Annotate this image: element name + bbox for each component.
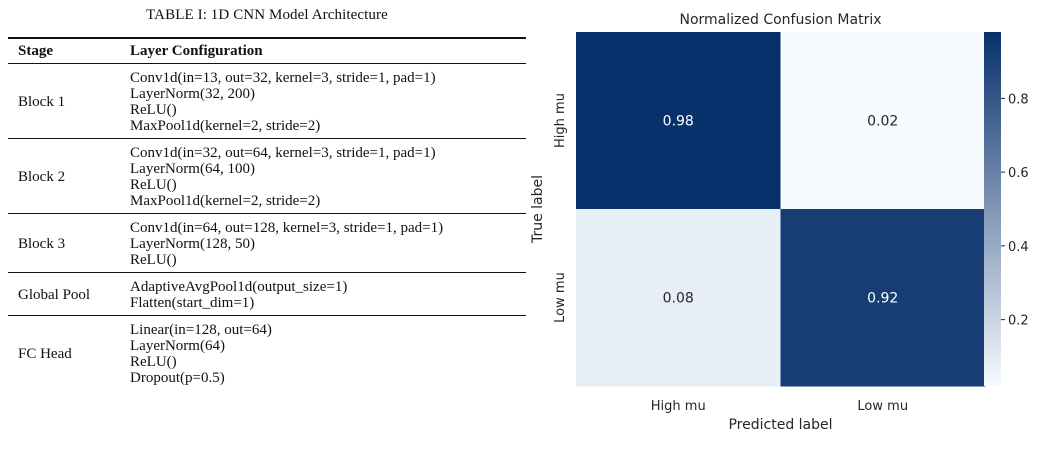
- confusion-matrix-svg: Normalized Confusion Matrix 0.98 0.02 0.08…: [530, 12, 1029, 433]
- layer-line: LayerNorm(64): [130, 338, 225, 354]
- layer-line: ReLU(): [130, 102, 177, 118]
- layer-line: Flatten(start_dim=1): [130, 295, 255, 311]
- layer-line: Linear(in=128, out=64): [130, 322, 272, 338]
- architecture-table-section: TABLE I: 1D CNN Model Architecture Stage…: [8, 0, 526, 390]
- layer-configuration-cell: Conv1d(in=32, out=64, kernel=3, stride=1…: [120, 139, 526, 214]
- x-tick-label: High mu: [651, 399, 706, 414]
- y-tick-label: Low mu: [553, 272, 568, 323]
- layer-line: Dropout(p=0.5): [130, 370, 225, 386]
- architecture-table: Stage Layer Configuration Block 1 Conv1d(…: [8, 37, 526, 390]
- table-row: Block 2 Conv1d(in=32, out=64, kernel=3, s…: [8, 139, 526, 214]
- colorbar-tick-label: 0.6: [1008, 166, 1029, 181]
- table-caption: TABLE I: 1D CNN Model Architecture: [146, 7, 388, 23]
- layer-line: ReLU(): [130, 177, 177, 193]
- stage-cell: Global Pool: [18, 287, 91, 303]
- chart-title: Normalized Confusion Matrix: [679, 12, 881, 28]
- layer-configuration-cell: Linear(in=128, out=64) LayerNorm(64) ReLU(…: [120, 316, 526, 391]
- heatmap-cell: [780, 209, 986, 387]
- table-row: Global Pool AdaptiveAvgPool1d(output_size…: [8, 273, 526, 316]
- heatmap-cell: [576, 209, 781, 387]
- layer-configuration-cell: AdaptiveAvgPool1d(output_size=1) Flatten(…: [120, 273, 526, 316]
- header-layer-configuration: Layer Configuration: [120, 37, 526, 64]
- layer-line: AdaptiveAvgPool1d(output_size=1): [130, 279, 348, 295]
- layer-line: LayerNorm(128, 50): [130, 236, 255, 252]
- confusion-matrix-chart: Normalized Confusion Matrix 0.98 0.02 0.08…: [528, 0, 1038, 452]
- layer-line: Conv1d(in=32, out=64, kernel=3, stride=1…: [130, 145, 436, 161]
- colorbar: [984, 32, 1001, 386]
- x-axis-label: Predicted label: [728, 417, 832, 433]
- table-body: Block 1 Conv1d(in=13, out=32, kernel=3, s…: [8, 64, 526, 391]
- colorbar-tick-label: 0.4: [1008, 240, 1029, 255]
- layer-line: Conv1d(in=13, out=32, kernel=3, stride=1…: [130, 70, 436, 86]
- colorbar-ticks: 0.2 0.4 0.6 0.8: [1001, 92, 1029, 329]
- stage-cell: Block 2: [18, 169, 66, 185]
- stage-cell: FC Head: [18, 346, 72, 362]
- stage-cell: Block 3: [18, 236, 66, 252]
- layer-line: LayerNorm(32, 200): [130, 86, 255, 102]
- layer-configuration-cell: Conv1d(in=64, out=128, kernel=3, stride=…: [120, 214, 526, 273]
- heatmap-cell: [780, 32, 986, 210]
- colorbar-tick-label: 0.8: [1008, 92, 1029, 107]
- cell-value-label: 0.02: [867, 114, 898, 130]
- stage-cell: Block 1: [18, 94, 66, 110]
- layer-line: Conv1d(in=64, out=128, kernel=3, stride=…: [130, 220, 444, 236]
- table-row: Block 3 Conv1d(in=64, out=128, kernel=3, …: [8, 214, 526, 273]
- layer-line: LayerNorm(64, 100): [130, 161, 255, 177]
- heatmap-cells: 0.98 0.02 0.08 0.92: [576, 32, 986, 387]
- layer-configuration-cell: Conv1d(in=13, out=32, kernel=3, stride=1…: [120, 64, 526, 139]
- table-row: FC Head Linear(in=128, out=64) LayerNorm(6…: [8, 316, 526, 391]
- table-row: Block 1 Conv1d(in=13, out=32, kernel=3, s…: [8, 64, 526, 139]
- y-axis-label: True label: [530, 175, 546, 244]
- cell-value-label: 0.98: [663, 114, 694, 130]
- table-header-row: Stage Layer Configuration: [8, 37, 526, 64]
- y-tick-label: High mu: [553, 93, 568, 148]
- y-tick-labels: High mu Low mu: [553, 93, 568, 323]
- cell-value-label: 0.08: [663, 291, 694, 307]
- x-tick-label: Low mu: [857, 399, 908, 414]
- layer-line: MaxPool1d(kernel=2, stride=2): [130, 193, 321, 209]
- x-tick-labels: High mu Low mu: [651, 399, 908, 414]
- cell-value-label: 0.92: [867, 291, 898, 307]
- header-stage: Stage: [8, 37, 120, 64]
- heatmap-cell: [576, 32, 781, 210]
- layer-line: ReLU(): [130, 354, 177, 370]
- layer-line: ReLU(): [130, 252, 177, 268]
- layer-line: MaxPool1d(kernel=2, stride=2): [130, 118, 321, 134]
- colorbar-tick-label: 0.2: [1008, 314, 1029, 329]
